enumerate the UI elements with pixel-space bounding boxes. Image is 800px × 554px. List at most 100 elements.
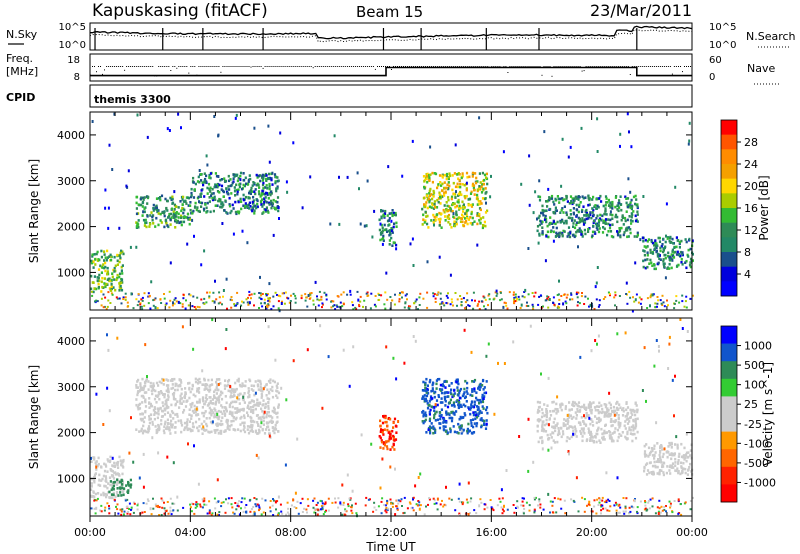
echo-pixel xyxy=(592,224,595,228)
echo-pixel xyxy=(566,422,569,425)
echo-pixel xyxy=(626,226,629,230)
echo-pixel xyxy=(444,386,447,389)
echo-pixel xyxy=(238,183,241,186)
ground-scatter-pixel xyxy=(261,293,264,295)
echo-pixel xyxy=(668,258,671,261)
nave-dot xyxy=(334,66,336,67)
echo-pixel xyxy=(171,195,174,199)
echo-pixel xyxy=(104,475,107,478)
echo-pixel xyxy=(448,172,451,175)
echo-pixel xyxy=(135,225,138,228)
ground-scatter-pixel xyxy=(90,290,93,293)
nave-dot xyxy=(659,66,661,67)
echo-pixel xyxy=(232,391,235,394)
ground-scatter-pixel xyxy=(336,295,339,297)
echo-pixel xyxy=(216,398,219,402)
echo-pixel xyxy=(271,202,274,205)
echo-pixel xyxy=(139,412,142,416)
echo-pixel xyxy=(634,436,638,440)
ground-scatter-pixel xyxy=(338,305,341,308)
echo-pixel xyxy=(612,420,615,423)
noise-pixel xyxy=(279,131,282,135)
nave-dot xyxy=(266,66,268,67)
ground-scatter-pixel xyxy=(477,303,480,306)
nave-dot xyxy=(387,66,388,67)
echo-pixel xyxy=(583,432,586,435)
nave-dot xyxy=(128,66,130,67)
echo-pixel xyxy=(629,228,632,231)
ground-scatter-pixel xyxy=(295,507,298,510)
echo-pixel xyxy=(237,200,240,204)
echo-pixel xyxy=(611,424,614,427)
echo-pixel xyxy=(568,401,571,404)
echo-pixel xyxy=(140,388,143,391)
nave-dot xyxy=(451,66,453,67)
ground-scatter-pixel xyxy=(359,300,362,303)
echo-pixel xyxy=(483,386,486,389)
noise-pixel xyxy=(528,154,531,158)
noise-pixel xyxy=(630,145,633,149)
echo-pixel xyxy=(642,265,645,269)
echo-pixel xyxy=(457,216,461,219)
echo-pixel xyxy=(670,442,673,446)
nave-dot xyxy=(134,66,136,67)
echo-pixel xyxy=(203,172,206,175)
noise-pixel xyxy=(280,302,283,305)
ground-scatter-pixel xyxy=(115,296,118,299)
echo-pixel xyxy=(542,210,545,213)
echo-pixel xyxy=(149,402,152,406)
echo-pixel xyxy=(211,198,215,202)
echo-pixel xyxy=(464,379,467,383)
echo-pixel xyxy=(143,196,146,199)
echo-pixel xyxy=(224,199,227,203)
echo-pixel xyxy=(148,225,151,228)
echo-pixel xyxy=(249,419,253,423)
nave-dot xyxy=(270,66,272,67)
echo-pixel xyxy=(645,246,648,249)
nave-dot xyxy=(533,66,535,67)
echo-pixel xyxy=(473,403,476,406)
echo-pixel xyxy=(144,218,147,222)
nave-dot xyxy=(220,71,222,73)
noise-pixel xyxy=(127,169,130,173)
echo-pixel xyxy=(171,378,174,381)
echo-pixel xyxy=(662,237,665,241)
echo-pixel xyxy=(181,198,184,201)
echo-pixel xyxy=(187,218,190,221)
echo-pixel xyxy=(231,400,234,404)
echo-pixel xyxy=(112,286,115,289)
nave-dot xyxy=(479,66,481,67)
echo-pixel xyxy=(215,411,218,414)
echo-pixel xyxy=(670,446,673,449)
echo-pixel xyxy=(599,441,602,444)
ground-scatter-pixel xyxy=(136,508,139,511)
ground-scatter-pixel xyxy=(520,504,523,507)
echo-pixel xyxy=(438,224,441,227)
echo-pixel xyxy=(479,398,482,402)
echo-pixel xyxy=(612,411,616,414)
echo-pixel xyxy=(555,424,558,427)
ground-scatter-pixel xyxy=(598,497,601,500)
echo-pixel xyxy=(621,414,625,417)
echo-pixel xyxy=(596,417,599,420)
ground-scatter-pixel xyxy=(464,301,467,304)
echo-pixel xyxy=(275,384,278,388)
echo-pixel xyxy=(274,428,278,431)
echo-pixel xyxy=(624,219,627,223)
echo-pixel xyxy=(239,384,242,388)
noise-pixel xyxy=(307,294,310,297)
nave-dot xyxy=(661,66,663,67)
echo-pixel xyxy=(460,217,463,220)
echo-pixel xyxy=(119,459,122,462)
echo-pixel xyxy=(238,402,241,405)
echo-pixel xyxy=(456,389,459,392)
echo-pixel xyxy=(217,417,220,421)
echo-pixel xyxy=(167,384,170,387)
nave-dot xyxy=(429,66,431,67)
ground-scatter-pixel xyxy=(552,296,555,299)
echo-pixel xyxy=(431,389,434,392)
noise-pixel xyxy=(495,289,498,293)
ground-scatter-pixel xyxy=(104,296,107,299)
nave-dot xyxy=(523,66,525,67)
echo-pixel xyxy=(441,401,444,404)
